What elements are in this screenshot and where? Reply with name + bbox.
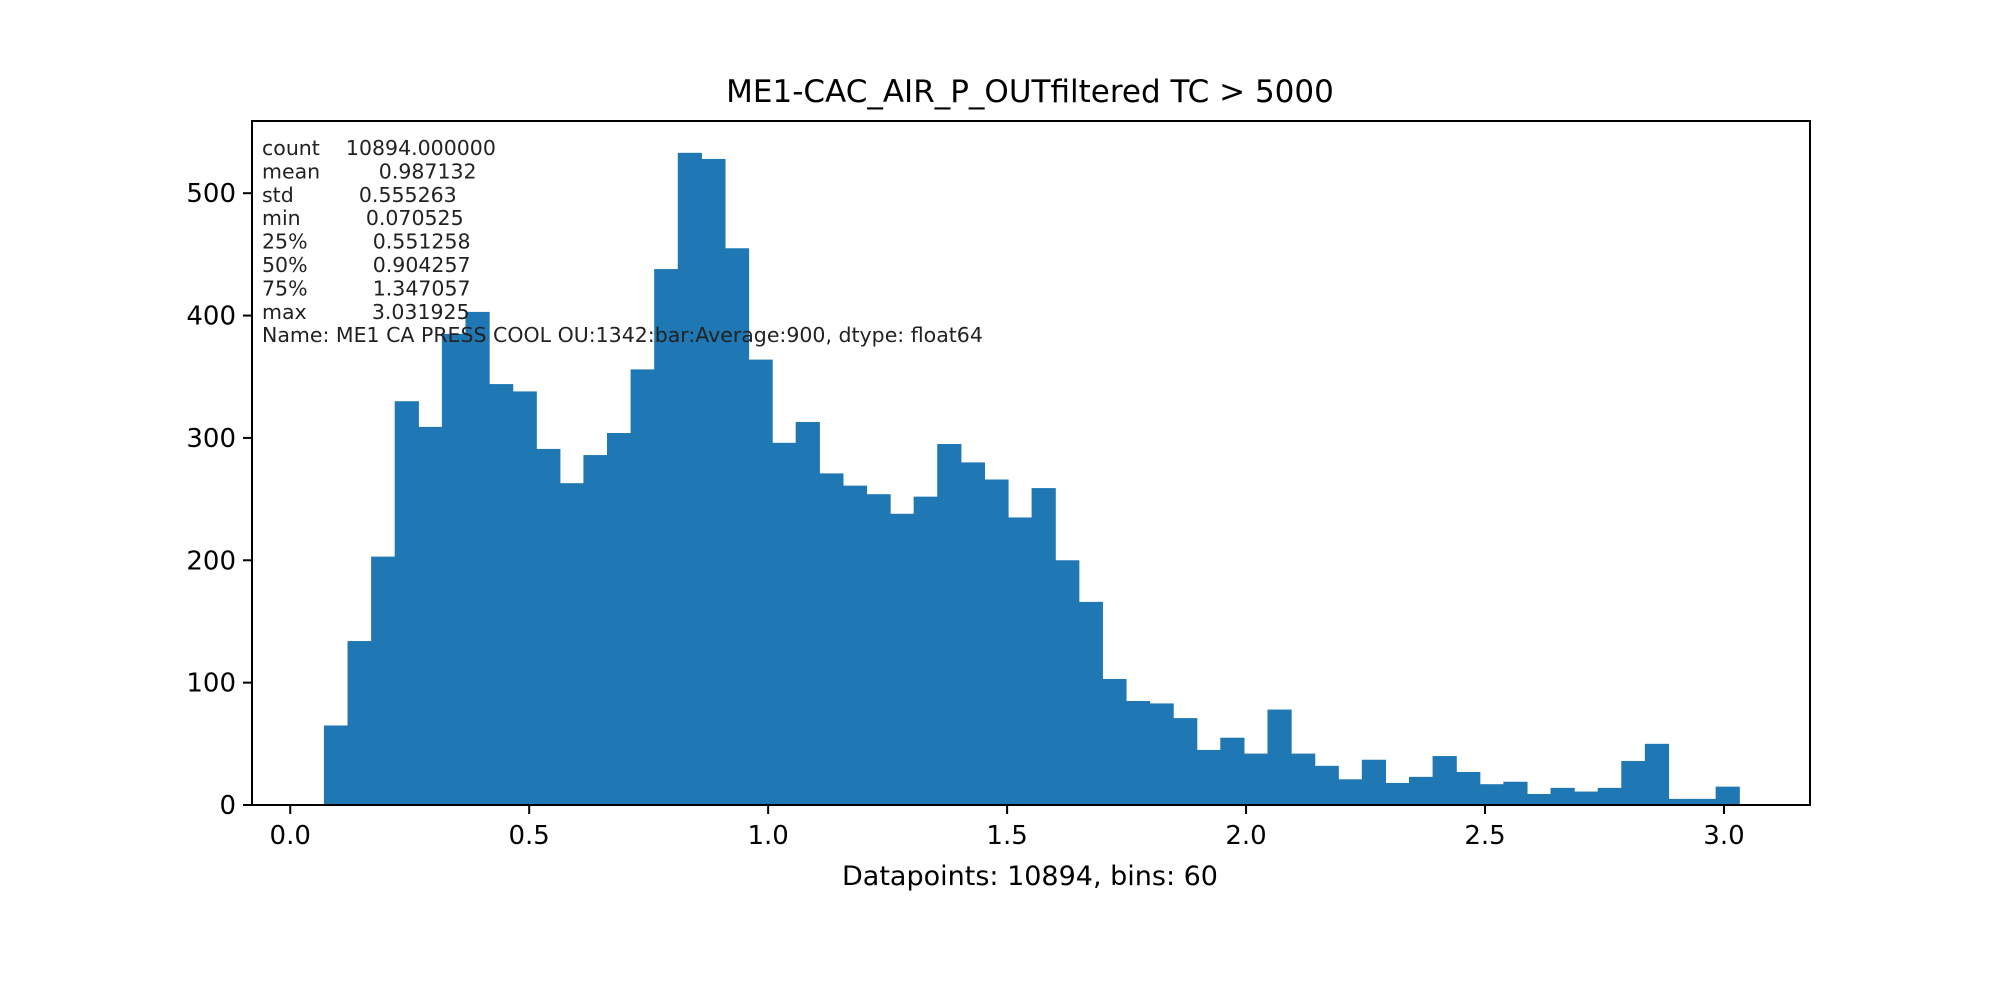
plot-frame (251, 120, 1811, 806)
histogram-bar (1385, 782, 1410, 805)
histogram-bar (677, 152, 702, 805)
x-tick-label: 1.5 (986, 821, 1027, 851)
summary-stats-line: 50% 0.904257 (262, 253, 471, 277)
y-tick-label: 500 (186, 179, 236, 209)
histogram-bar (795, 422, 820, 805)
histogram-bar (1149, 703, 1174, 805)
histogram-bar (1078, 601, 1103, 805)
chart-title: ME1-CAC_AIR_P_OUTfiltered TC > 5000 (726, 74, 1334, 110)
histogram-bar (701, 158, 726, 805)
histogram-bar (1125, 700, 1151, 805)
histogram-bar (1031, 488, 1056, 805)
histogram-bar (1173, 718, 1198, 805)
histogram-bar (1503, 781, 1528, 805)
histogram-bar (1409, 776, 1434, 805)
histogram-bar (1526, 793, 1552, 805)
histogram-bar (441, 333, 467, 805)
histogram-bar (1267, 709, 1292, 805)
summary-stats-line: count 10894.000000 (262, 136, 496, 160)
histogram-bar (1456, 771, 1481, 805)
x-tick-label: 0.0 (270, 821, 311, 851)
histogram-bar (630, 369, 655, 805)
summary-stats-line: std 0.555263 (262, 183, 457, 207)
histogram-bar (1314, 765, 1339, 805)
histogram-bar (819, 473, 844, 805)
histogram-bar (394, 401, 419, 805)
histogram-bar (890, 513, 915, 805)
summary-stats-line: Name: ME1 CA PRESS COOL OU:1342:bar:Aver… (262, 323, 983, 347)
y-axis-ticks: 0 100 200 300 400 500 (186, 179, 252, 821)
histogram-bar (418, 426, 443, 805)
histogram-bar (1692, 798, 1717, 805)
summary-stats-text: count 10894.000000 mean 0.987132 std 0.555… (262, 136, 983, 347)
x-axis-label: Datapoints: 10894, bins: 60 (842, 861, 1218, 892)
histogram-bar (371, 556, 396, 805)
histogram-bar (1668, 798, 1693, 805)
histogram-bar (937, 444, 962, 805)
histogram-bar (772, 442, 797, 805)
histogram-bar (1291, 753, 1316, 805)
histogram-bar (1008, 517, 1033, 805)
histogram-bar (724, 248, 750, 805)
histogram-bar (347, 641, 372, 805)
histogram-bar (607, 433, 632, 805)
x-tick-label: 3.0 (1703, 821, 1744, 851)
histogram-bar (583, 455, 608, 805)
x-axis-ticks: 0.0 0.5 1.0 1.5 2.0 2.5 3.0 (270, 805, 1745, 851)
histogram-bar (323, 725, 349, 805)
histogram-bar (489, 384, 514, 805)
histogram-bar (1597, 787, 1622, 805)
summary-stats-line: max 3.031925 (262, 300, 470, 324)
histogram-bar (654, 269, 679, 805)
summary-stats-line: 75% 1.347057 (262, 276, 471, 300)
x-tick-label: 2.0 (1225, 821, 1266, 851)
histogram-bar (1338, 779, 1363, 805)
histogram-bar (1715, 786, 1740, 805)
y-tick-label: 400 (186, 302, 236, 332)
summary-stats-line: 25% 0.551258 (262, 230, 471, 254)
y-tick-label: 100 (186, 669, 236, 699)
histogram-bar (1550, 787, 1575, 805)
histogram-bar (536, 448, 561, 805)
x-tick-label: 1.0 (747, 821, 788, 851)
histogram-bar (1243, 753, 1269, 805)
histogram-bar (1574, 791, 1599, 805)
histogram-bar (1479, 784, 1504, 805)
y-tick-label: 0 (219, 791, 236, 821)
histogram-bar (512, 391, 537, 805)
histogram-bar (960, 462, 986, 805)
histogram-bar (1621, 760, 1646, 805)
histogram-bar (465, 311, 490, 805)
histogram-bar (1220, 737, 1245, 805)
histogram-bar (1361, 759, 1387, 805)
histogram-bar (1196, 749, 1221, 805)
histogram-bar (1102, 678, 1127, 805)
y-tick-label: 300 (186, 424, 236, 454)
histogram-bar (1644, 743, 1670, 805)
histogram-bar (559, 483, 585, 805)
histogram-bar (913, 496, 938, 805)
histogram-bar (1432, 756, 1457, 805)
histogram-bar (984, 479, 1009, 805)
histogram-bar (866, 494, 891, 805)
histogram-bar (1055, 560, 1080, 805)
x-tick-label: 0.5 (509, 821, 550, 851)
y-tick-label: 200 (186, 546, 236, 576)
summary-stats-line: mean 0.987132 (262, 159, 477, 183)
histogram-bar (748, 359, 773, 805)
x-tick-label: 2.5 (1464, 821, 1505, 851)
histogram-bars (323, 152, 1740, 805)
histogram-bar (842, 485, 868, 805)
summary-stats-line: min 0.070525 (262, 206, 464, 230)
